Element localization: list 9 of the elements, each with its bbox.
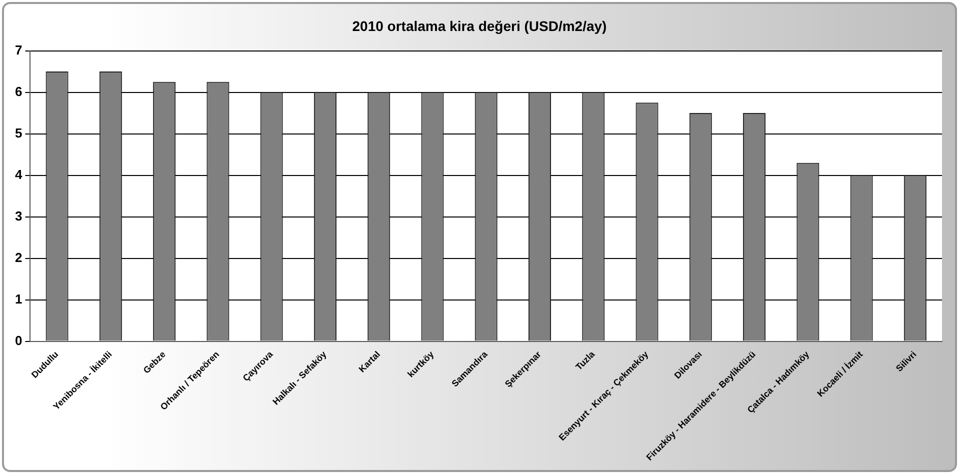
y-tick-label: 1 bbox=[14, 291, 22, 306]
y-tick-label: 6 bbox=[14, 84, 22, 99]
y-tick-label: 4 bbox=[14, 166, 23, 182]
chart-title: 2010 ortalama kira değeri (USD/m2/ay) bbox=[351, 18, 608, 34]
y-tick-label: 2 bbox=[14, 250, 22, 265]
y-tick-label: 5 bbox=[14, 125, 22, 140]
y-tick-label: 3 bbox=[14, 208, 22, 224]
y-tick-label: 7 bbox=[14, 42, 22, 58]
y-tick-label: 0 bbox=[14, 332, 22, 348]
